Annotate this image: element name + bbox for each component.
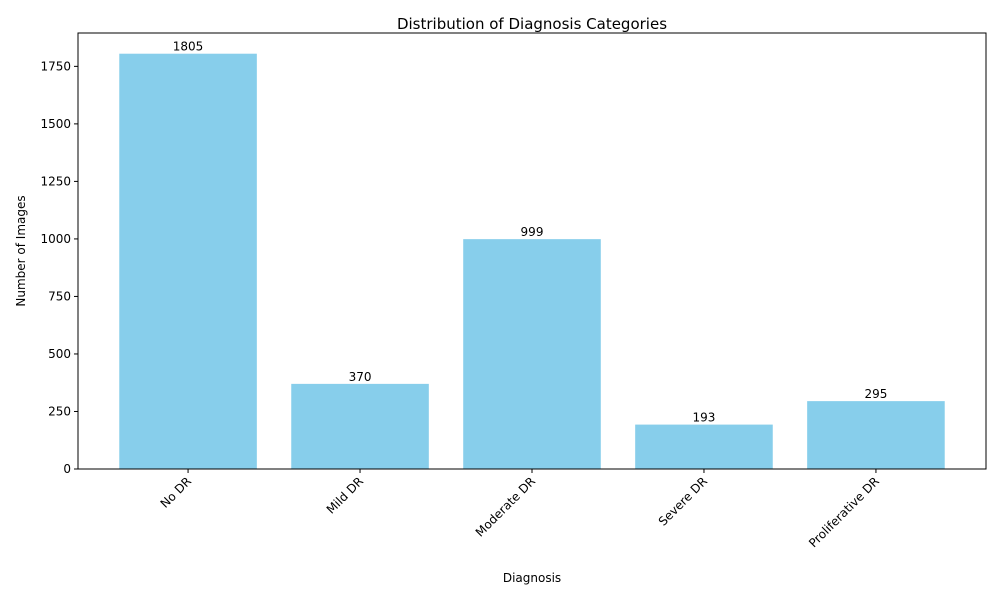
bar-value-label: 999 (521, 225, 544, 239)
bar-value-label: 1805 (173, 40, 204, 54)
y-axis-label: Number of Images (14, 195, 28, 306)
bar (463, 239, 601, 469)
x-tick-label: Severe DR (656, 474, 710, 528)
y-tick-label: 250 (48, 404, 71, 418)
y-tick-label: 0 (63, 462, 71, 476)
y-axis: 0 250 500 750 1000 1250 1500 1750 (40, 59, 78, 476)
chart-title: Distribution of Diagnosis Categories (397, 15, 667, 33)
bar (635, 424, 773, 469)
y-tick-label: 500 (48, 347, 71, 361)
bar-value-label: 295 (864, 387, 887, 401)
x-tick-label: Proliferative DR (806, 474, 882, 550)
x-tick-label: Mild DR (324, 474, 366, 516)
data-labels-group: 1805 370 999 193 295 (173, 40, 888, 425)
x-tick-label: Moderate DR (473, 474, 538, 539)
x-axis: No DR Mild DR Moderate DR Severe DR Prolifer… (158, 469, 882, 550)
bar (119, 53, 257, 469)
y-tick-label: 1000 (40, 232, 71, 246)
bar (807, 401, 945, 469)
x-axis-label: Diagnosis (503, 571, 561, 585)
bar-value-label: 370 (349, 370, 372, 384)
y-tick-label: 1750 (40, 59, 71, 73)
x-tick-label: No DR (158, 474, 195, 511)
bar-value-label: 193 (693, 411, 716, 425)
y-tick-label: 750 (48, 289, 71, 303)
bar (291, 383, 429, 469)
y-tick-label: 1250 (40, 174, 71, 188)
bars-group (119, 53, 945, 469)
y-tick-label: 1500 (40, 117, 71, 131)
plot-frame (77, 32, 987, 470)
